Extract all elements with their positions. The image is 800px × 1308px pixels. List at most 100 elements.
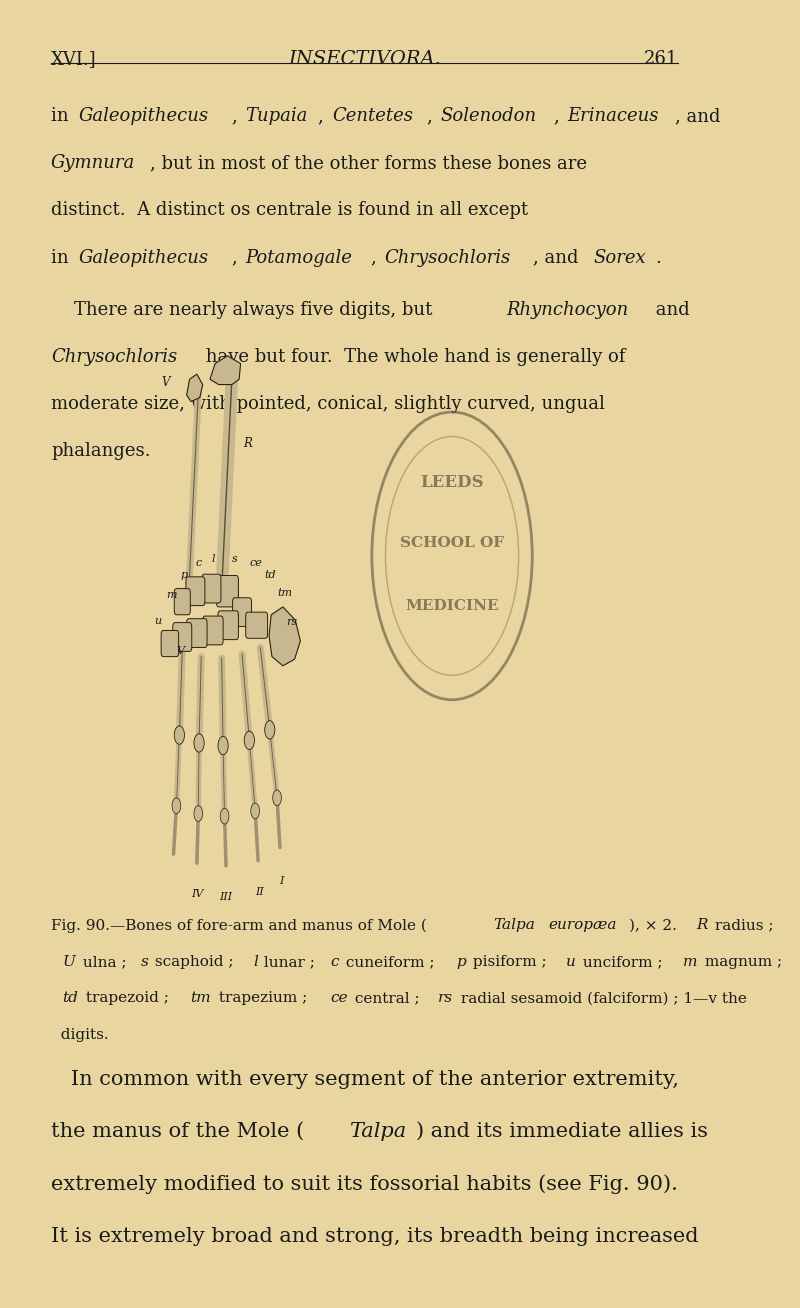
Text: lunar ;: lunar ; bbox=[259, 955, 320, 969]
Text: ce: ce bbox=[330, 991, 347, 1006]
Text: ,: , bbox=[231, 107, 243, 126]
Text: III: III bbox=[219, 892, 233, 903]
Text: td: td bbox=[62, 991, 78, 1006]
Text: p: p bbox=[180, 570, 187, 581]
Text: ) and its immediate allies is: ) and its immediate allies is bbox=[416, 1122, 708, 1142]
FancyBboxPatch shape bbox=[217, 576, 238, 607]
Circle shape bbox=[218, 736, 228, 755]
Text: trapezium ;: trapezium ; bbox=[214, 991, 313, 1006]
FancyBboxPatch shape bbox=[174, 589, 190, 615]
Text: In common with every segment of the anterior extremity,: In common with every segment of the ante… bbox=[51, 1070, 679, 1090]
Text: R: R bbox=[243, 437, 252, 450]
Circle shape bbox=[194, 734, 204, 752]
FancyBboxPatch shape bbox=[186, 577, 205, 606]
Polygon shape bbox=[186, 374, 202, 402]
Text: distinct.  A distinct os centrale is found in all except: distinct. A distinct os centrale is foun… bbox=[51, 201, 528, 220]
FancyBboxPatch shape bbox=[246, 612, 267, 638]
Text: trapezoid ;: trapezoid ; bbox=[81, 991, 174, 1006]
Text: MEDICINE: MEDICINE bbox=[406, 599, 499, 612]
Text: m: m bbox=[166, 590, 177, 600]
Text: m: m bbox=[683, 955, 698, 969]
Text: Rhynchocyon: Rhynchocyon bbox=[506, 301, 629, 319]
Text: Talpa: Talpa bbox=[493, 918, 535, 933]
Text: Centetes: Centetes bbox=[332, 107, 413, 126]
FancyBboxPatch shape bbox=[202, 616, 223, 645]
Text: Gymnura: Gymnura bbox=[51, 154, 135, 173]
Text: europæa: europæa bbox=[548, 918, 617, 933]
Text: rs: rs bbox=[286, 617, 297, 628]
Text: radial sesamoid (falciform) ; 1—v the: radial sesamoid (falciform) ; 1—v the bbox=[456, 991, 746, 1006]
Text: have but four.  The whole hand is generally of: have but four. The whole hand is general… bbox=[199, 348, 625, 366]
FancyBboxPatch shape bbox=[186, 619, 207, 647]
Text: digits.: digits. bbox=[51, 1028, 109, 1042]
Text: Galeopithecus: Galeopithecus bbox=[78, 107, 209, 126]
Text: s: s bbox=[141, 955, 148, 969]
Text: rs: rs bbox=[438, 991, 454, 1006]
Text: tm: tm bbox=[190, 991, 211, 1006]
Text: IV: IV bbox=[191, 889, 204, 900]
Text: ,: , bbox=[370, 249, 382, 267]
Text: p: p bbox=[457, 955, 466, 969]
Text: tm: tm bbox=[277, 589, 292, 599]
Text: R: R bbox=[696, 918, 708, 933]
Circle shape bbox=[265, 721, 275, 739]
Circle shape bbox=[244, 731, 254, 749]
Text: LEEDS: LEEDS bbox=[420, 475, 484, 490]
Text: U: U bbox=[62, 955, 75, 969]
Circle shape bbox=[172, 798, 181, 814]
Text: u: u bbox=[566, 955, 576, 969]
Text: radius ;: radius ; bbox=[710, 918, 774, 933]
Text: , and: , and bbox=[675, 107, 720, 126]
Text: ,: , bbox=[318, 107, 330, 126]
Text: c: c bbox=[195, 559, 202, 569]
Text: Chrysochloris: Chrysochloris bbox=[51, 348, 178, 366]
Text: Solenodon: Solenodon bbox=[441, 107, 537, 126]
Text: , and: , and bbox=[533, 249, 584, 267]
Circle shape bbox=[194, 806, 202, 821]
Text: V: V bbox=[162, 375, 170, 388]
Text: c: c bbox=[330, 955, 339, 969]
Text: and: and bbox=[650, 301, 690, 319]
Text: td: td bbox=[264, 570, 275, 581]
Text: ulna ;: ulna ; bbox=[78, 955, 131, 969]
Text: 261: 261 bbox=[644, 50, 678, 68]
Text: It is extremely broad and strong, its breadth being increased: It is extremely broad and strong, its br… bbox=[51, 1227, 698, 1247]
Text: Potamogale: Potamogale bbox=[245, 249, 352, 267]
Text: scaphoid ;: scaphoid ; bbox=[150, 955, 238, 969]
Text: Chrysochloris: Chrysochloris bbox=[384, 249, 510, 267]
Text: l: l bbox=[211, 555, 215, 565]
Text: Fig. 90.—Bones of fore-arm and manus of Mole (: Fig. 90.—Bones of fore-arm and manus of … bbox=[51, 918, 427, 933]
Text: extremely modified to suit its fossorial habits (see Fig. 90).: extremely modified to suit its fossorial… bbox=[51, 1175, 678, 1194]
Text: SCHOOL OF: SCHOOL OF bbox=[400, 536, 504, 549]
Text: Sorex: Sorex bbox=[593, 249, 646, 267]
FancyBboxPatch shape bbox=[202, 574, 221, 603]
Text: II: II bbox=[255, 887, 264, 897]
FancyBboxPatch shape bbox=[173, 623, 192, 651]
Text: Galeopithecus: Galeopithecus bbox=[78, 249, 209, 267]
Text: There are nearly always five digits, but: There are nearly always five digits, but bbox=[51, 301, 438, 319]
Text: ,: , bbox=[427, 107, 438, 126]
Text: s: s bbox=[232, 555, 238, 565]
Text: V: V bbox=[176, 646, 184, 657]
Text: ), × 2.: ), × 2. bbox=[629, 918, 686, 933]
Text: magnum ;: magnum ; bbox=[700, 955, 782, 969]
Text: in: in bbox=[51, 249, 74, 267]
Text: XVI.]: XVI.] bbox=[51, 50, 97, 68]
Text: ce: ce bbox=[250, 559, 262, 569]
FancyBboxPatch shape bbox=[233, 598, 251, 627]
Text: central ;: central ; bbox=[350, 991, 425, 1006]
FancyBboxPatch shape bbox=[161, 630, 178, 657]
Text: the manus of the Mole (: the manus of the Mole ( bbox=[51, 1122, 304, 1142]
Circle shape bbox=[273, 790, 282, 806]
Text: .: . bbox=[655, 249, 661, 267]
Polygon shape bbox=[269, 607, 300, 666]
FancyBboxPatch shape bbox=[218, 611, 238, 640]
Text: ,: , bbox=[554, 107, 566, 126]
Circle shape bbox=[174, 726, 185, 744]
Text: cuneiform ;: cuneiform ; bbox=[341, 955, 439, 969]
Text: l: l bbox=[254, 955, 258, 969]
Text: , but in most of the other forms these bones are: , but in most of the other forms these b… bbox=[150, 154, 587, 173]
Text: INSECTIVORA.: INSECTIVORA. bbox=[288, 50, 441, 68]
Text: u: u bbox=[154, 616, 162, 627]
Text: Erinaceus: Erinaceus bbox=[567, 107, 658, 126]
